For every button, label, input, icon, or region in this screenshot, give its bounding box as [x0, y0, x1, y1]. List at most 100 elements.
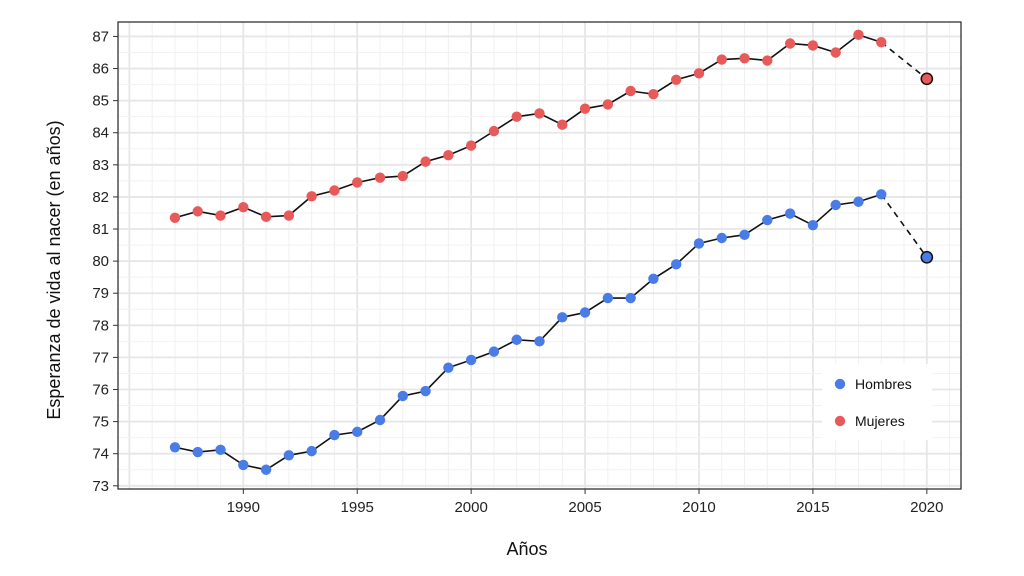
data-point-mujeres: [283, 210, 295, 221]
data-point-mujeres: [693, 68, 705, 79]
x-axis-ticks: 1990 1995 2000 2005 2010 2015 2020: [227, 489, 944, 516]
data-point-mujeres: [260, 211, 272, 223]
data-point-mujeres: [807, 40, 819, 51]
data-point-hombres: [671, 259, 682, 270]
data-point-mujeres: [784, 38, 796, 49]
data-point-mujeres: [625, 85, 636, 97]
x-tick-label: 2000: [454, 499, 487, 516]
data-point-hombres: [602, 292, 614, 304]
y-tick-label: 76: [92, 382, 109, 399]
data-point-hombres: [807, 219, 819, 231]
data-point-hombres: [215, 444, 226, 456]
data-point-mujeres: [443, 149, 454, 161]
data-point-mujeres: [716, 54, 727, 65]
data-point-mujeres: [557, 119, 568, 130]
data-point-hombres: [762, 214, 773, 226]
data-point-mujeres: [329, 185, 340, 196]
x-tick-label: 1990: [227, 499, 260, 516]
data-point-hombres: [625, 292, 636, 304]
projection-line-hombres: [880, 193, 928, 258]
data-point-mujeres: [488, 125, 500, 137]
projection-line-mujeres: [880, 41, 928, 80]
data-point-hombres: [784, 208, 796, 219]
legend-marker-mujeres: [834, 415, 846, 427]
data-point-mujeres: [397, 170, 408, 182]
data-point-hombres: [739, 229, 750, 240]
y-tick-label: 77: [92, 349, 109, 366]
data-point-mujeres: [671, 74, 682, 85]
plot-frame: [117, 21, 962, 490]
y-tick-label: 81: [92, 221, 109, 238]
y-tick-label: 80: [92, 253, 109, 270]
data-point-mujeres: [739, 53, 750, 64]
data-point-hombres: [648, 273, 659, 284]
data-point-hombres: [693, 238, 705, 249]
y-tick-label: 73: [92, 478, 109, 495]
y-tick-label: 75: [92, 414, 109, 431]
data-point-hombres: [169, 442, 181, 453]
data-point-mujeres: [511, 111, 522, 122]
data-point-mujeres: [192, 206, 203, 217]
legend-box: [822, 364, 932, 440]
x-tick-label: 2005: [568, 499, 601, 516]
x-axis-title: Años: [506, 539, 547, 559]
y-tick-label: 74: [92, 446, 109, 463]
y-tick-label: 83: [92, 157, 109, 174]
data-point-hombres: [374, 414, 386, 426]
data-point-mujeres: [465, 140, 477, 151]
data-point-hombres: [830, 199, 841, 211]
series-points: [169, 29, 934, 475]
legend-marker-hombres: [834, 378, 846, 390]
data-point-hombres: [352, 426, 363, 438]
data-point-mujeres: [579, 103, 591, 114]
y-tick-label: 82: [92, 189, 109, 206]
data-point-mujeres: [352, 177, 363, 188]
data-point-hombres: [534, 336, 545, 347]
y-tick-label: 78: [92, 317, 109, 334]
data-point-mujeres: [853, 29, 864, 41]
data-point-mujeres: [238, 201, 249, 213]
y-tick-label: 79: [92, 285, 109, 302]
data-point-hombres: [260, 464, 272, 475]
data-point-mujeres: [648, 89, 659, 100]
data-point-hombres: [716, 232, 727, 244]
data-point-mujeres: [215, 210, 226, 221]
y-axis-ticks: 73 74 75 76 77 78 79 80 81 82 83 84 85 86 87: [92, 28, 118, 495]
y-tick-label: 86: [92, 61, 109, 78]
data-point-hombres: [488, 346, 500, 357]
x-tick-label: 2020: [910, 499, 943, 516]
projection-point-mujeres: [920, 72, 934, 86]
data-point-hombres: [876, 189, 887, 200]
data-point-mujeres: [830, 47, 841, 58]
data-point-hombres: [465, 354, 477, 366]
y-axis-title: Esperanza de vida al nacer (en años): [44, 120, 64, 419]
legend-label-mujeres: Mujeres: [855, 413, 905, 429]
data-point-mujeres: [534, 108, 545, 119]
x-tick-label: 2015: [796, 499, 829, 516]
projection-point-hombres: [920, 250, 934, 264]
data-point-hombres: [306, 445, 317, 457]
data-point-mujeres: [762, 55, 773, 66]
data-point-mujeres: [602, 99, 614, 110]
data-point-mujeres: [306, 191, 317, 202]
data-point-hombres: [853, 196, 864, 207]
x-tick-label: 1995: [341, 499, 374, 516]
data-point-mujeres: [169, 212, 181, 223]
legend-label-hombres: Hombres: [855, 376, 912, 392]
y-tick-label: 85: [92, 93, 109, 110]
data-point-hombres: [511, 334, 522, 345]
y-tick-label: 87: [92, 28, 109, 45]
data-point-hombres: [579, 307, 591, 318]
data-point-hombres: [192, 446, 203, 458]
data-point-mujeres: [374, 172, 386, 183]
data-point-hombres: [397, 390, 408, 402]
legend: Hombres Mujeres: [822, 364, 932, 440]
data-point-hombres: [238, 459, 249, 471]
x-tick-label: 2010: [682, 499, 715, 516]
data-point-hombres: [329, 429, 340, 441]
data-point-hombres: [557, 312, 568, 323]
y-tick-label: 84: [92, 125, 109, 142]
data-point-hombres: [420, 385, 431, 397]
